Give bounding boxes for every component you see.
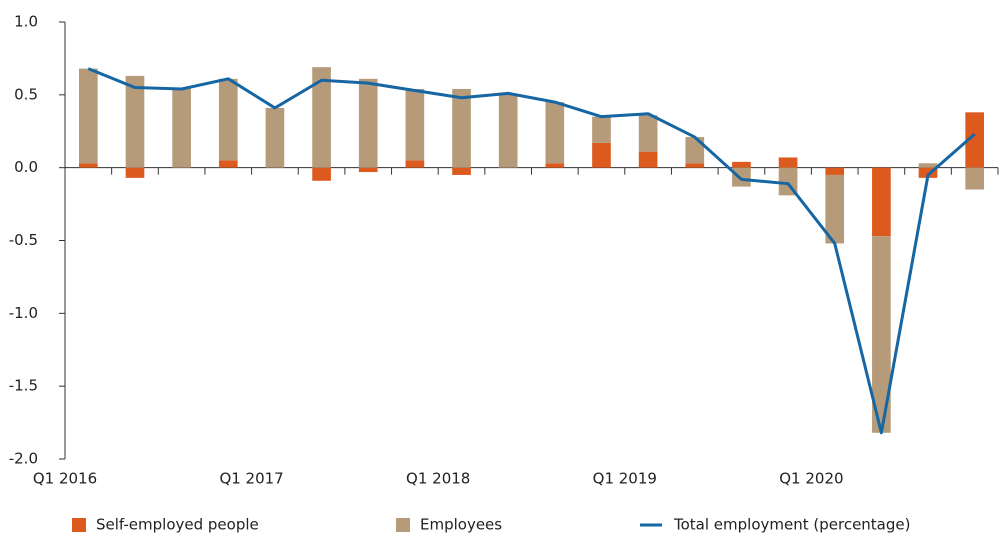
legend-label: Total employment (percentage) <box>673 516 910 534</box>
y-tick-label: -0.5 <box>9 231 38 249</box>
bar <box>872 236 891 433</box>
bar <box>498 93 518 168</box>
bar <box>638 115 658 152</box>
bar <box>918 167 938 178</box>
bar <box>825 174 845 244</box>
y-tick-label: -1.0 <box>9 304 38 322</box>
bar <box>965 167 985 190</box>
bar <box>452 167 471 175</box>
bar <box>965 112 985 168</box>
bar <box>265 107 285 168</box>
x-tick-label: Q1 2018 <box>406 470 470 488</box>
bar <box>125 75 145 168</box>
bar <box>452 89 471 168</box>
bar <box>78 68 98 164</box>
bar <box>172 87 191 168</box>
bar <box>545 102 565 164</box>
legend-swatch <box>72 518 86 532</box>
bar <box>825 167 845 175</box>
bar <box>778 157 798 168</box>
line <box>87 67 976 435</box>
bar <box>685 163 705 168</box>
bar <box>312 67 331 168</box>
bar <box>638 151 658 168</box>
y-tick-label: 1.0 <box>14 13 38 31</box>
bar <box>358 78 378 168</box>
x-tick-label: Q1 2016 <box>33 470 97 488</box>
x-tick-label: Q1 2020 <box>779 470 843 488</box>
bar <box>918 163 938 168</box>
legend-swatch <box>396 518 410 532</box>
bar <box>685 137 705 164</box>
y-tick-label: -2.0 <box>9 450 38 468</box>
bar <box>592 116 611 143</box>
bar <box>732 167 751 187</box>
bar <box>872 167 891 237</box>
y-tick-label: 0.5 <box>14 85 38 103</box>
bar <box>592 142 611 168</box>
bar <box>405 89 425 161</box>
bar <box>545 163 565 168</box>
bar <box>78 163 98 168</box>
bar <box>218 78 238 161</box>
y-tick-label: -1.5 <box>9 377 38 395</box>
x-tick-label: Q1 2017 <box>219 470 283 488</box>
legend-label: Self-employed people <box>96 516 259 534</box>
bar <box>125 167 145 178</box>
legend-label: Employees <box>420 516 502 534</box>
x-tick-label: Q1 2019 <box>593 470 657 488</box>
bar <box>358 167 378 173</box>
bar <box>732 161 751 168</box>
bar <box>405 160 425 168</box>
bar <box>312 167 331 181</box>
y-tick-label: 0.0 <box>14 158 38 176</box>
bar <box>218 160 238 168</box>
